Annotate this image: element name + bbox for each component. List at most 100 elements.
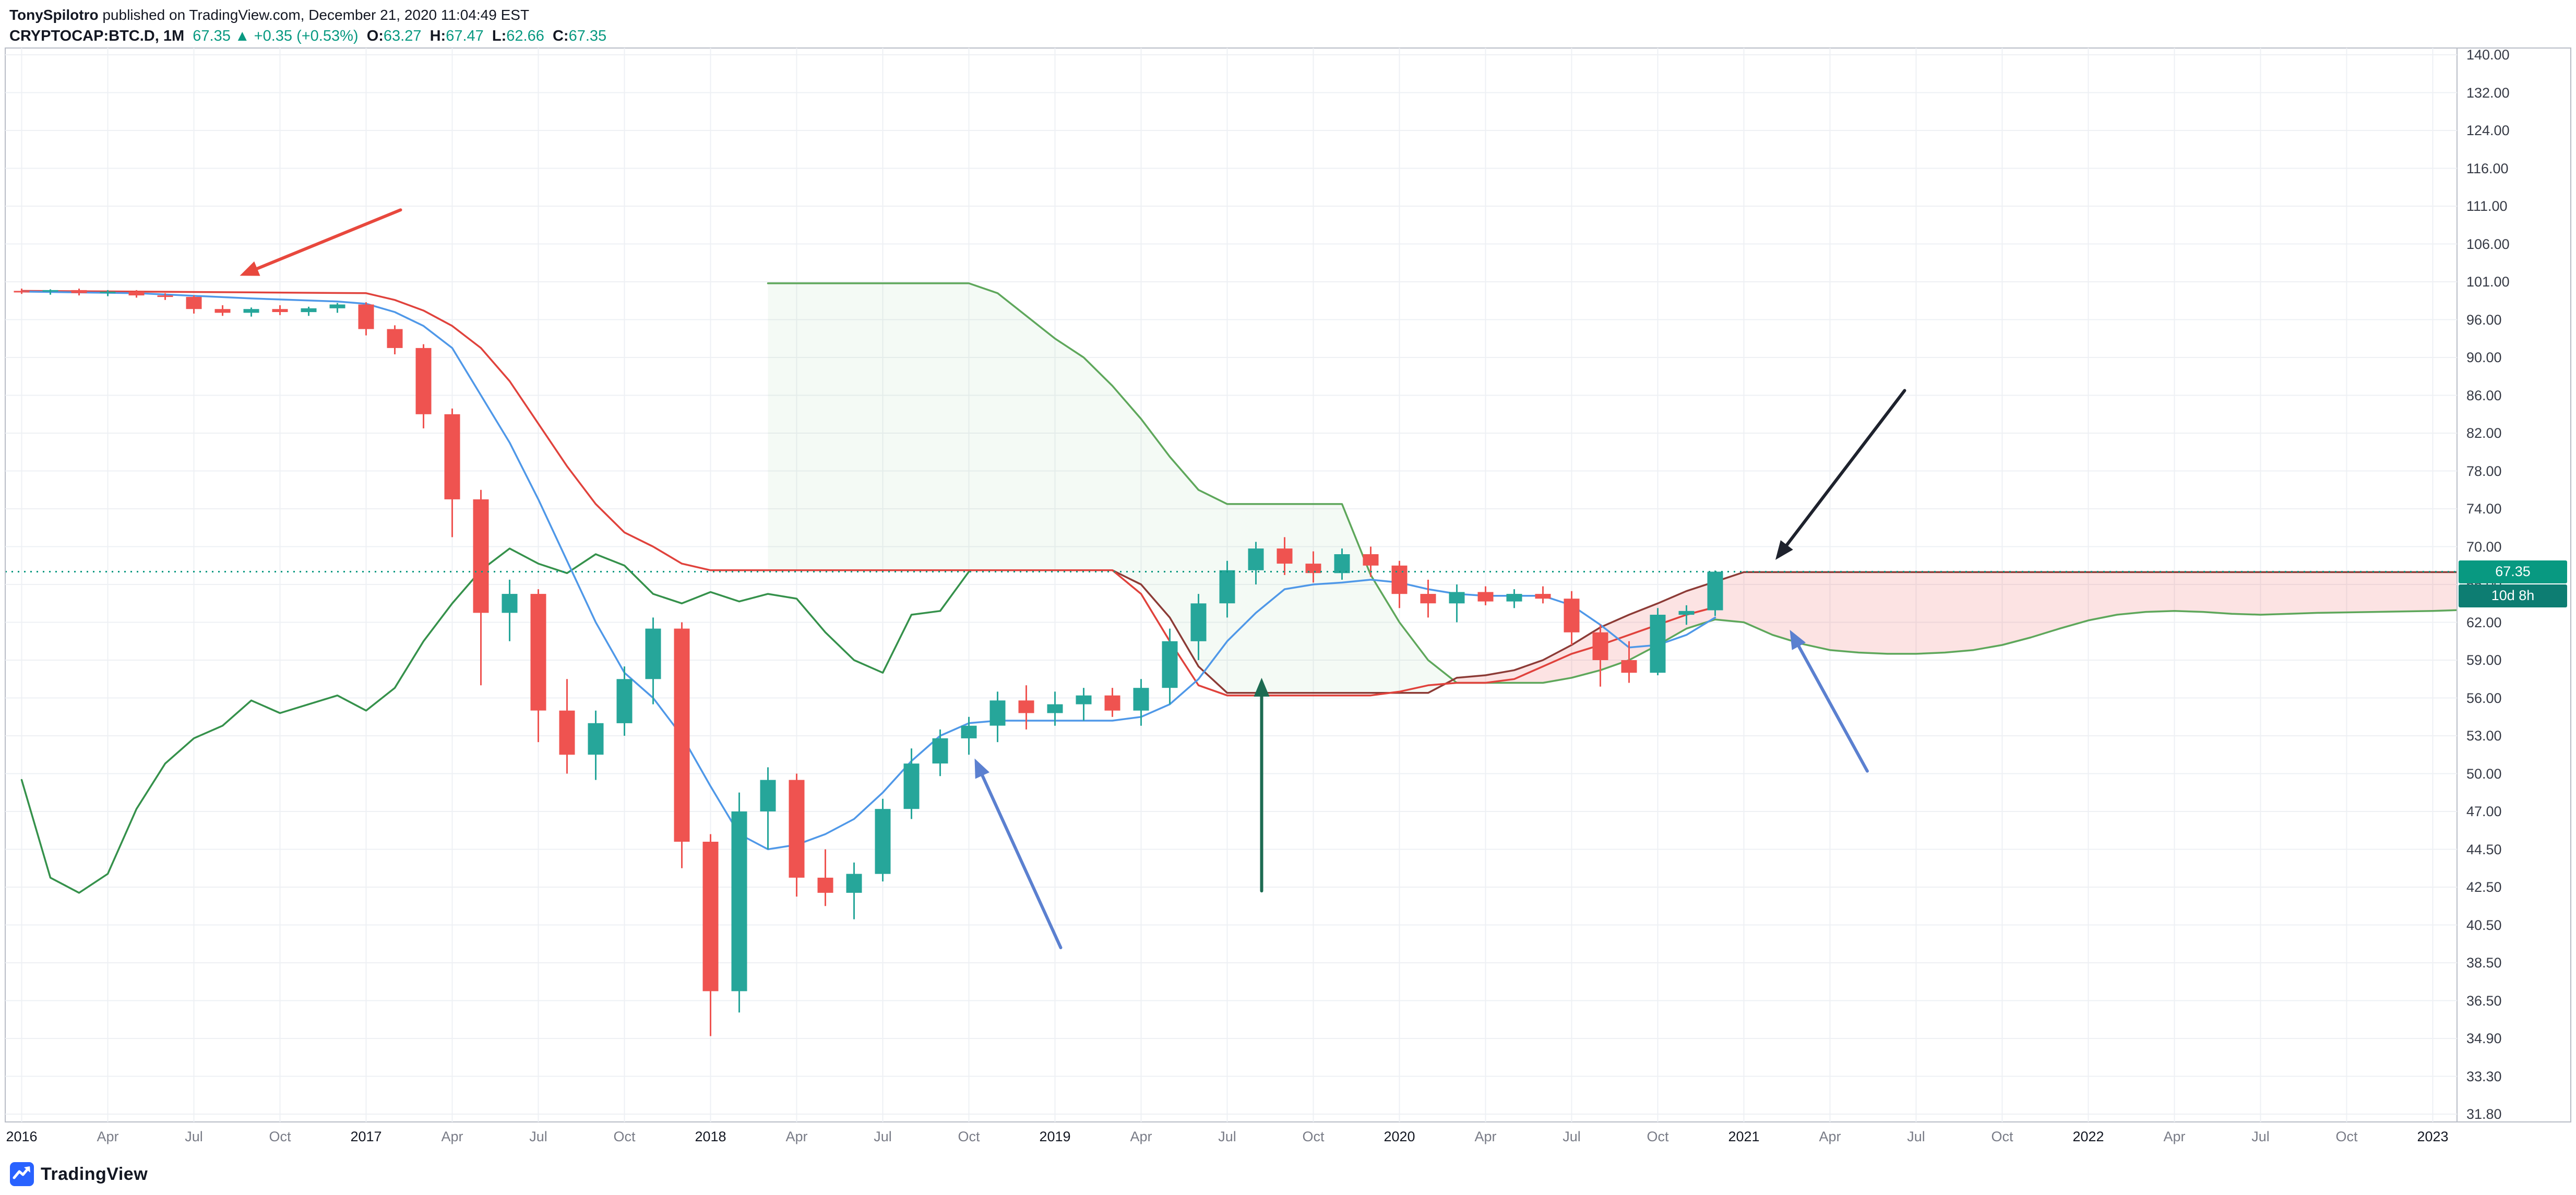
bar-close-countdown-label: 10d 8h xyxy=(2459,584,2567,607)
candle-body xyxy=(875,809,891,874)
candle-body xyxy=(387,329,403,348)
candle-body xyxy=(1650,615,1666,673)
black-arrow-head xyxy=(1775,540,1793,560)
text-segment: O: xyxy=(366,28,384,44)
candle-body xyxy=(473,499,489,613)
candle-body xyxy=(502,594,518,613)
candle-body xyxy=(71,290,87,293)
candle-body xyxy=(702,842,719,991)
text-segment: published on TradingView.com, December 2… xyxy=(98,7,530,23)
text-segment: CRYPTOCAP:BTC.D, 1M xyxy=(9,28,193,44)
candle-body xyxy=(415,348,432,414)
candle-body xyxy=(1018,700,1034,713)
text-segment: 67.35 xyxy=(193,28,235,44)
tradingview-footer[interactable]: TradingView xyxy=(9,1162,148,1187)
candle-body xyxy=(731,811,747,991)
candle-body xyxy=(329,304,345,308)
candle-body xyxy=(1535,594,1551,599)
candle-body xyxy=(128,291,145,296)
candle-body xyxy=(1449,592,1465,604)
candle-body xyxy=(789,780,805,878)
candle-body xyxy=(932,738,948,764)
candle-body xyxy=(846,874,862,893)
candle-body xyxy=(1564,599,1580,632)
text-segment: 67.47 xyxy=(446,28,492,44)
candle-body xyxy=(243,309,259,313)
candle-body xyxy=(186,297,202,309)
candle-body xyxy=(1133,688,1149,711)
candle-body xyxy=(1334,554,1350,573)
text-segment: C: xyxy=(552,28,569,44)
candle-body xyxy=(645,628,661,679)
candle-body xyxy=(989,700,1006,726)
candle-body xyxy=(214,309,231,313)
candle-body xyxy=(1678,611,1695,615)
text-segment: L: xyxy=(492,28,507,44)
ichimoku-leading-span-a xyxy=(767,282,2456,684)
candle-body xyxy=(1477,592,1494,602)
text-segment: 67.35 xyxy=(568,28,607,44)
text-segment: 62.66 xyxy=(506,28,553,44)
blue-arrow-1-head xyxy=(974,758,990,779)
candle-body xyxy=(1190,603,1207,641)
candle-body xyxy=(301,308,317,313)
candle-body xyxy=(14,291,30,293)
green-arrow-head xyxy=(1254,677,1270,697)
candle-body xyxy=(530,594,546,711)
last-price-label: 67.35 xyxy=(2459,560,2567,583)
candle-body xyxy=(559,710,575,755)
text-segment: H: xyxy=(430,28,446,44)
candle-body xyxy=(1592,632,1608,660)
candle-body xyxy=(1420,594,1436,604)
logo-chart-line xyxy=(13,1166,30,1179)
candle-body xyxy=(1076,695,1092,704)
candle-body xyxy=(1621,660,1637,673)
candle-body xyxy=(616,679,633,723)
candle-body xyxy=(444,414,460,499)
candle-body xyxy=(1707,571,1723,611)
red-arrow[interactable] xyxy=(255,208,402,270)
candle-body xyxy=(1391,565,1408,594)
candle-body xyxy=(674,628,690,842)
candle-body xyxy=(1506,594,1522,602)
text-segment: ▲ +0.35 (+0.53%) xyxy=(234,28,367,44)
candle-body xyxy=(903,763,920,809)
brand-name: TradingView xyxy=(41,1164,148,1184)
text-segment: TonySpilotro xyxy=(9,7,99,23)
black-arrow[interactable] xyxy=(1785,389,1906,547)
candle-body xyxy=(588,723,604,755)
candle-body xyxy=(817,877,833,893)
text-segment: 63.27 xyxy=(383,28,430,44)
ichimoku-base-line xyxy=(20,290,1716,697)
candle-body xyxy=(1104,695,1120,711)
tradingview-logo xyxy=(10,1162,34,1186)
candle-body xyxy=(1277,548,1293,564)
candle-body xyxy=(961,725,977,738)
candle-body xyxy=(1162,641,1178,688)
plot-content[interactable] xyxy=(5,208,2462,1036)
candle-body xyxy=(358,304,374,329)
candle-body xyxy=(100,291,116,293)
symbol-ohlc-bar: CRYPTOCAP:BTC.D, 1M 67.35 ▲ +0.35 (+0.53… xyxy=(9,27,606,45)
ichimoku-cloud-bullish xyxy=(768,283,1450,693)
candle-body xyxy=(157,295,173,297)
candle-body xyxy=(1047,704,1063,713)
candle-body xyxy=(1363,554,1379,566)
logo-arrowhead xyxy=(24,1166,30,1173)
ichimoku-lagging-span xyxy=(20,547,970,894)
ichimoku-cloud-bearish xyxy=(1457,572,2456,683)
blue-arrow-2[interactable] xyxy=(1797,644,1869,773)
blue-arrow-2-head xyxy=(1790,630,1806,650)
candle-body xyxy=(42,290,58,292)
candle-body xyxy=(1305,564,1321,573)
candle-body xyxy=(1248,548,1264,570)
candle-body xyxy=(760,780,776,811)
publish-byline: TonySpilotro published on TradingView.co… xyxy=(9,6,529,24)
candle-body xyxy=(1219,570,1235,604)
red-arrow-head xyxy=(240,261,260,276)
ichimoku-leading-span-b xyxy=(767,569,2456,694)
candle-body xyxy=(272,309,288,312)
blue-arrow-1[interactable] xyxy=(981,774,1063,949)
